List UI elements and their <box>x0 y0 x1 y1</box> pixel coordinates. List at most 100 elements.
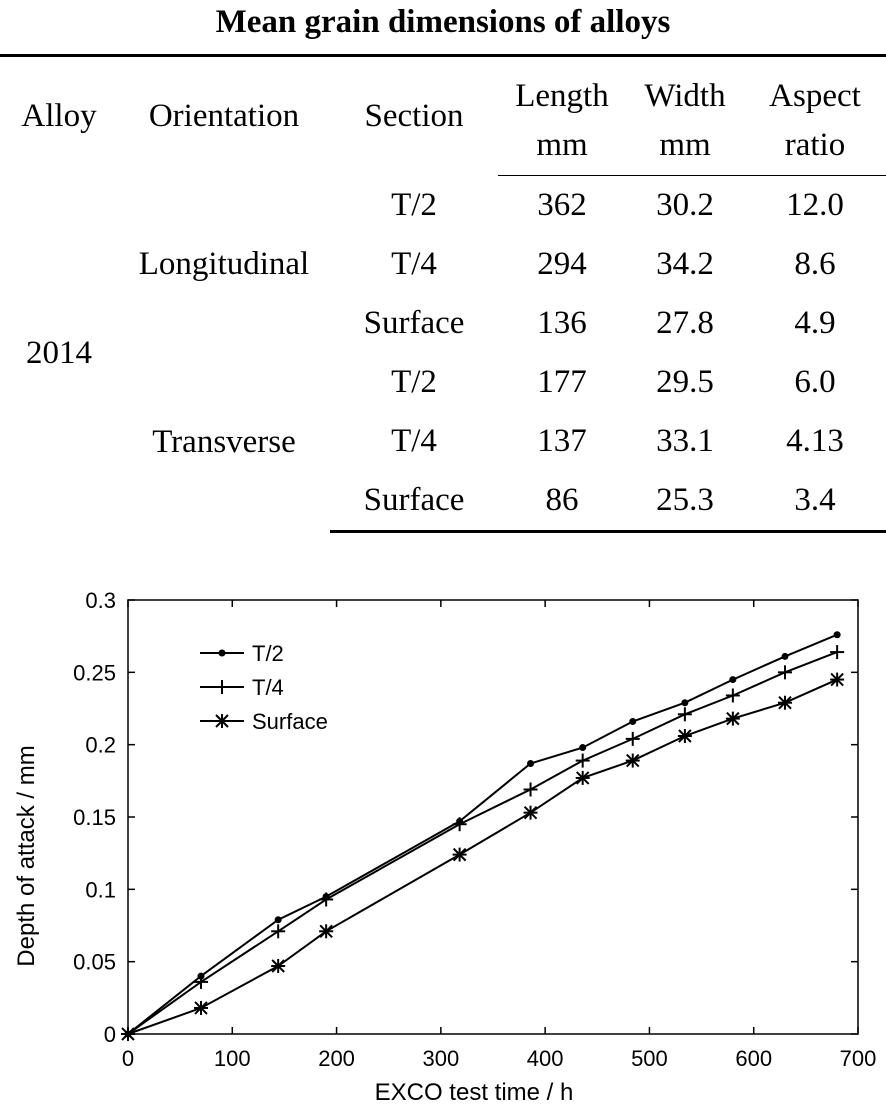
data-point <box>271 924 286 939</box>
x-tick-label: 300 <box>422 1046 459 1071</box>
cell-aspect: 3.4 <box>744 471 886 533</box>
data-point <box>830 645 845 660</box>
data-point <box>677 728 692 743</box>
x-tick-label: 700 <box>840 1046 877 1071</box>
cell-width: 29.5 <box>656 364 714 400</box>
y-axis-label: Depth of attack / mm <box>13 745 40 966</box>
y-tick-label: 0.2 <box>85 733 116 758</box>
data-point <box>778 665 792 680</box>
data-point <box>452 817 467 832</box>
cell-orientation-transverse: Transverse <box>152 423 296 460</box>
data-point <box>319 924 334 939</box>
data-point <box>215 680 229 694</box>
data-point <box>725 711 740 726</box>
data-point <box>523 805 538 820</box>
table-row: Surface 136 27.8 4.9 <box>0 294 886 353</box>
cell-section: T/2 <box>391 364 437 400</box>
cell-orientation-longitudinal: Longitudinal <box>138 245 310 282</box>
series-line <box>127 651 838 1035</box>
legend-item-t-4: T/4 <box>200 675 284 700</box>
data-point <box>625 753 640 768</box>
header-aspect: Aspect <box>744 54 886 115</box>
cell-width: 33.1 <box>656 423 714 459</box>
table-row: 2014 Longitudinal T/2 362 30.2 12.0 <box>0 176 886 371</box>
data-point <box>319 892 334 907</box>
cell-aspect: 4.9 <box>794 305 836 341</box>
header-section: Section <box>330 54 498 176</box>
cell-aspect: 4.13 <box>786 423 844 459</box>
cell-width: 34.2 <box>656 246 714 282</box>
cell-length: 362 <box>537 187 587 223</box>
chart-legend: T/2 T/4 Surface <box>200 641 328 734</box>
data-point <box>725 688 740 703</box>
cell-length: 177 <box>537 364 587 400</box>
data-point <box>271 959 286 974</box>
y-tick-label: 0 <box>104 1022 116 1047</box>
cell-width: 27.8 <box>656 305 714 341</box>
x-tick-label: 100 <box>214 1046 251 1071</box>
cell-width: 30.2 <box>656 187 714 223</box>
cell-width: 25.3 <box>626 471 744 533</box>
data-point <box>194 974 208 989</box>
header-length-unit: mm <box>498 115 626 176</box>
data-point <box>579 744 587 752</box>
header-length: Length <box>498 54 626 115</box>
x-axis-label: EXCO test time / h <box>375 1079 574 1106</box>
data-point <box>677 707 692 722</box>
header-aspect-bottom: ratio <box>744 115 886 176</box>
y-tick-label: 0.3 <box>85 588 116 613</box>
header-width: Width <box>626 54 744 115</box>
data-point <box>527 759 535 767</box>
data-point <box>681 699 689 707</box>
depth-of-attack-chart: 0 100 200 300 400 500 600 700 0 0.05 0.1 0.15 0.2 0.2… <box>0 570 886 1110</box>
cell-aspect: 12.0 <box>786 187 844 223</box>
legend-label: Surface <box>252 709 328 734</box>
data-point <box>218 649 226 657</box>
header-orientation: Orientation <box>118 54 330 176</box>
data-point <box>781 652 789 660</box>
header-width-unit: mm <box>626 115 744 176</box>
cell-section: T/2 <box>391 186 437 223</box>
cell-section: T/4 <box>391 246 437 282</box>
cell-length: 86 <box>498 471 626 533</box>
data-point <box>729 676 737 684</box>
chart-series <box>121 631 845 1041</box>
series-line <box>127 678 838 1035</box>
table-row: Surface 86 25.3 3.4 <box>0 471 886 533</box>
header-alloy: Alloy <box>0 54 118 176</box>
cell-aspect: 8.6 <box>794 246 836 282</box>
x-tick-label: 200 <box>318 1046 355 1071</box>
data-point <box>625 731 640 746</box>
cell-aspect: 6.0 <box>794 364 836 400</box>
table-row: Transverse T/2 177 29.5 6.0 <box>0 353 886 460</box>
y-tick-label: 0.25 <box>73 660 116 685</box>
data-point <box>452 847 467 862</box>
data-point <box>778 695 792 710</box>
cell-section: Surface <box>330 471 498 533</box>
legend-item-surface: Surface <box>200 709 328 734</box>
legend-label: T/4 <box>252 675 284 700</box>
cell-length: 137 <box>537 423 587 459</box>
y-tick-label: 0.1 <box>85 877 116 902</box>
legend-label: T/2 <box>252 641 284 666</box>
x-tick-label: 500 <box>631 1046 668 1071</box>
cell-length: 294 <box>537 246 587 282</box>
legend-item-t-2: T/2 <box>200 641 284 666</box>
cell-section: Surface <box>363 305 465 341</box>
data-point <box>121 1027 135 1041</box>
cell-alloy: 2014 <box>26 335 92 371</box>
chart-axes: 0 100 200 300 400 500 600 700 0 0.05 0.1 0.15 0.2 0.2… <box>73 588 876 1071</box>
series-surface <box>121 672 845 1041</box>
table-row: T/4 137 33.1 4.13 <box>0 412 886 471</box>
data-point <box>833 631 841 639</box>
data-point <box>215 714 229 728</box>
table-row: T/4 294 34.2 8.6 <box>0 235 886 294</box>
x-tick-label: 400 <box>527 1046 564 1071</box>
series-line <box>127 633 838 1035</box>
cell-length: 136 <box>537 305 587 341</box>
data-point <box>830 672 845 687</box>
cell-section: T/4 <box>391 423 437 459</box>
data-point <box>575 770 590 785</box>
y-tick-label: 0.15 <box>73 805 116 830</box>
table-title: Mean grain dimensions of alloys <box>215 4 671 40</box>
